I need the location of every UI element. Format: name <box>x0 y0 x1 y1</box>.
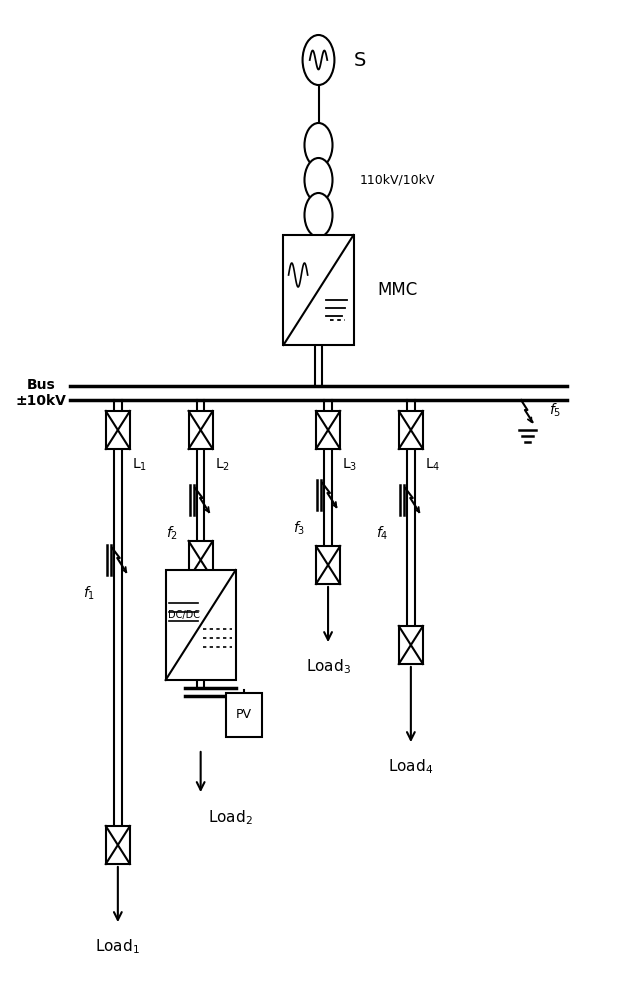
Text: Load$_3$: Load$_3$ <box>306 657 350 676</box>
Bar <box>226 693 262 737</box>
Text: Bus
±10kV: Bus ±10kV <box>16 378 67 408</box>
Circle shape <box>304 193 333 237</box>
Bar <box>189 541 213 579</box>
Text: $f_4$: $f_4$ <box>376 525 389 542</box>
Bar <box>106 826 130 864</box>
Text: Load$_1$: Load$_1$ <box>96 937 140 956</box>
Text: L$_4$: L$_4$ <box>425 457 440 473</box>
Bar <box>399 626 423 664</box>
Text: S: S <box>354 50 366 70</box>
Text: $f_5$: $f_5$ <box>549 401 561 419</box>
Text: DC/DC: DC/DC <box>168 610 199 620</box>
Bar <box>189 411 213 449</box>
Text: PV: PV <box>236 708 252 722</box>
Text: Load$_2$: Load$_2$ <box>208 808 253 827</box>
Text: MMC: MMC <box>377 281 417 299</box>
Circle shape <box>304 158 333 202</box>
Circle shape <box>304 123 333 167</box>
Text: 110kV/10kV: 110kV/10kV <box>360 174 435 186</box>
Text: $f_2$: $f_2$ <box>166 525 178 542</box>
Bar <box>316 411 340 449</box>
Bar <box>283 235 354 345</box>
Text: Load$_4$: Load$_4$ <box>389 757 433 776</box>
Text: L$_3$: L$_3$ <box>342 457 357 473</box>
Text: L$_1$: L$_1$ <box>132 457 147 473</box>
Bar <box>399 411 423 449</box>
Bar <box>166 570 236 680</box>
Text: L$_2$: L$_2$ <box>215 457 230 473</box>
Text: $f_3$: $f_3$ <box>293 520 306 537</box>
Bar <box>106 411 130 449</box>
Text: $f_1$: $f_1$ <box>83 585 96 602</box>
Circle shape <box>303 35 334 85</box>
Bar <box>316 546 340 584</box>
